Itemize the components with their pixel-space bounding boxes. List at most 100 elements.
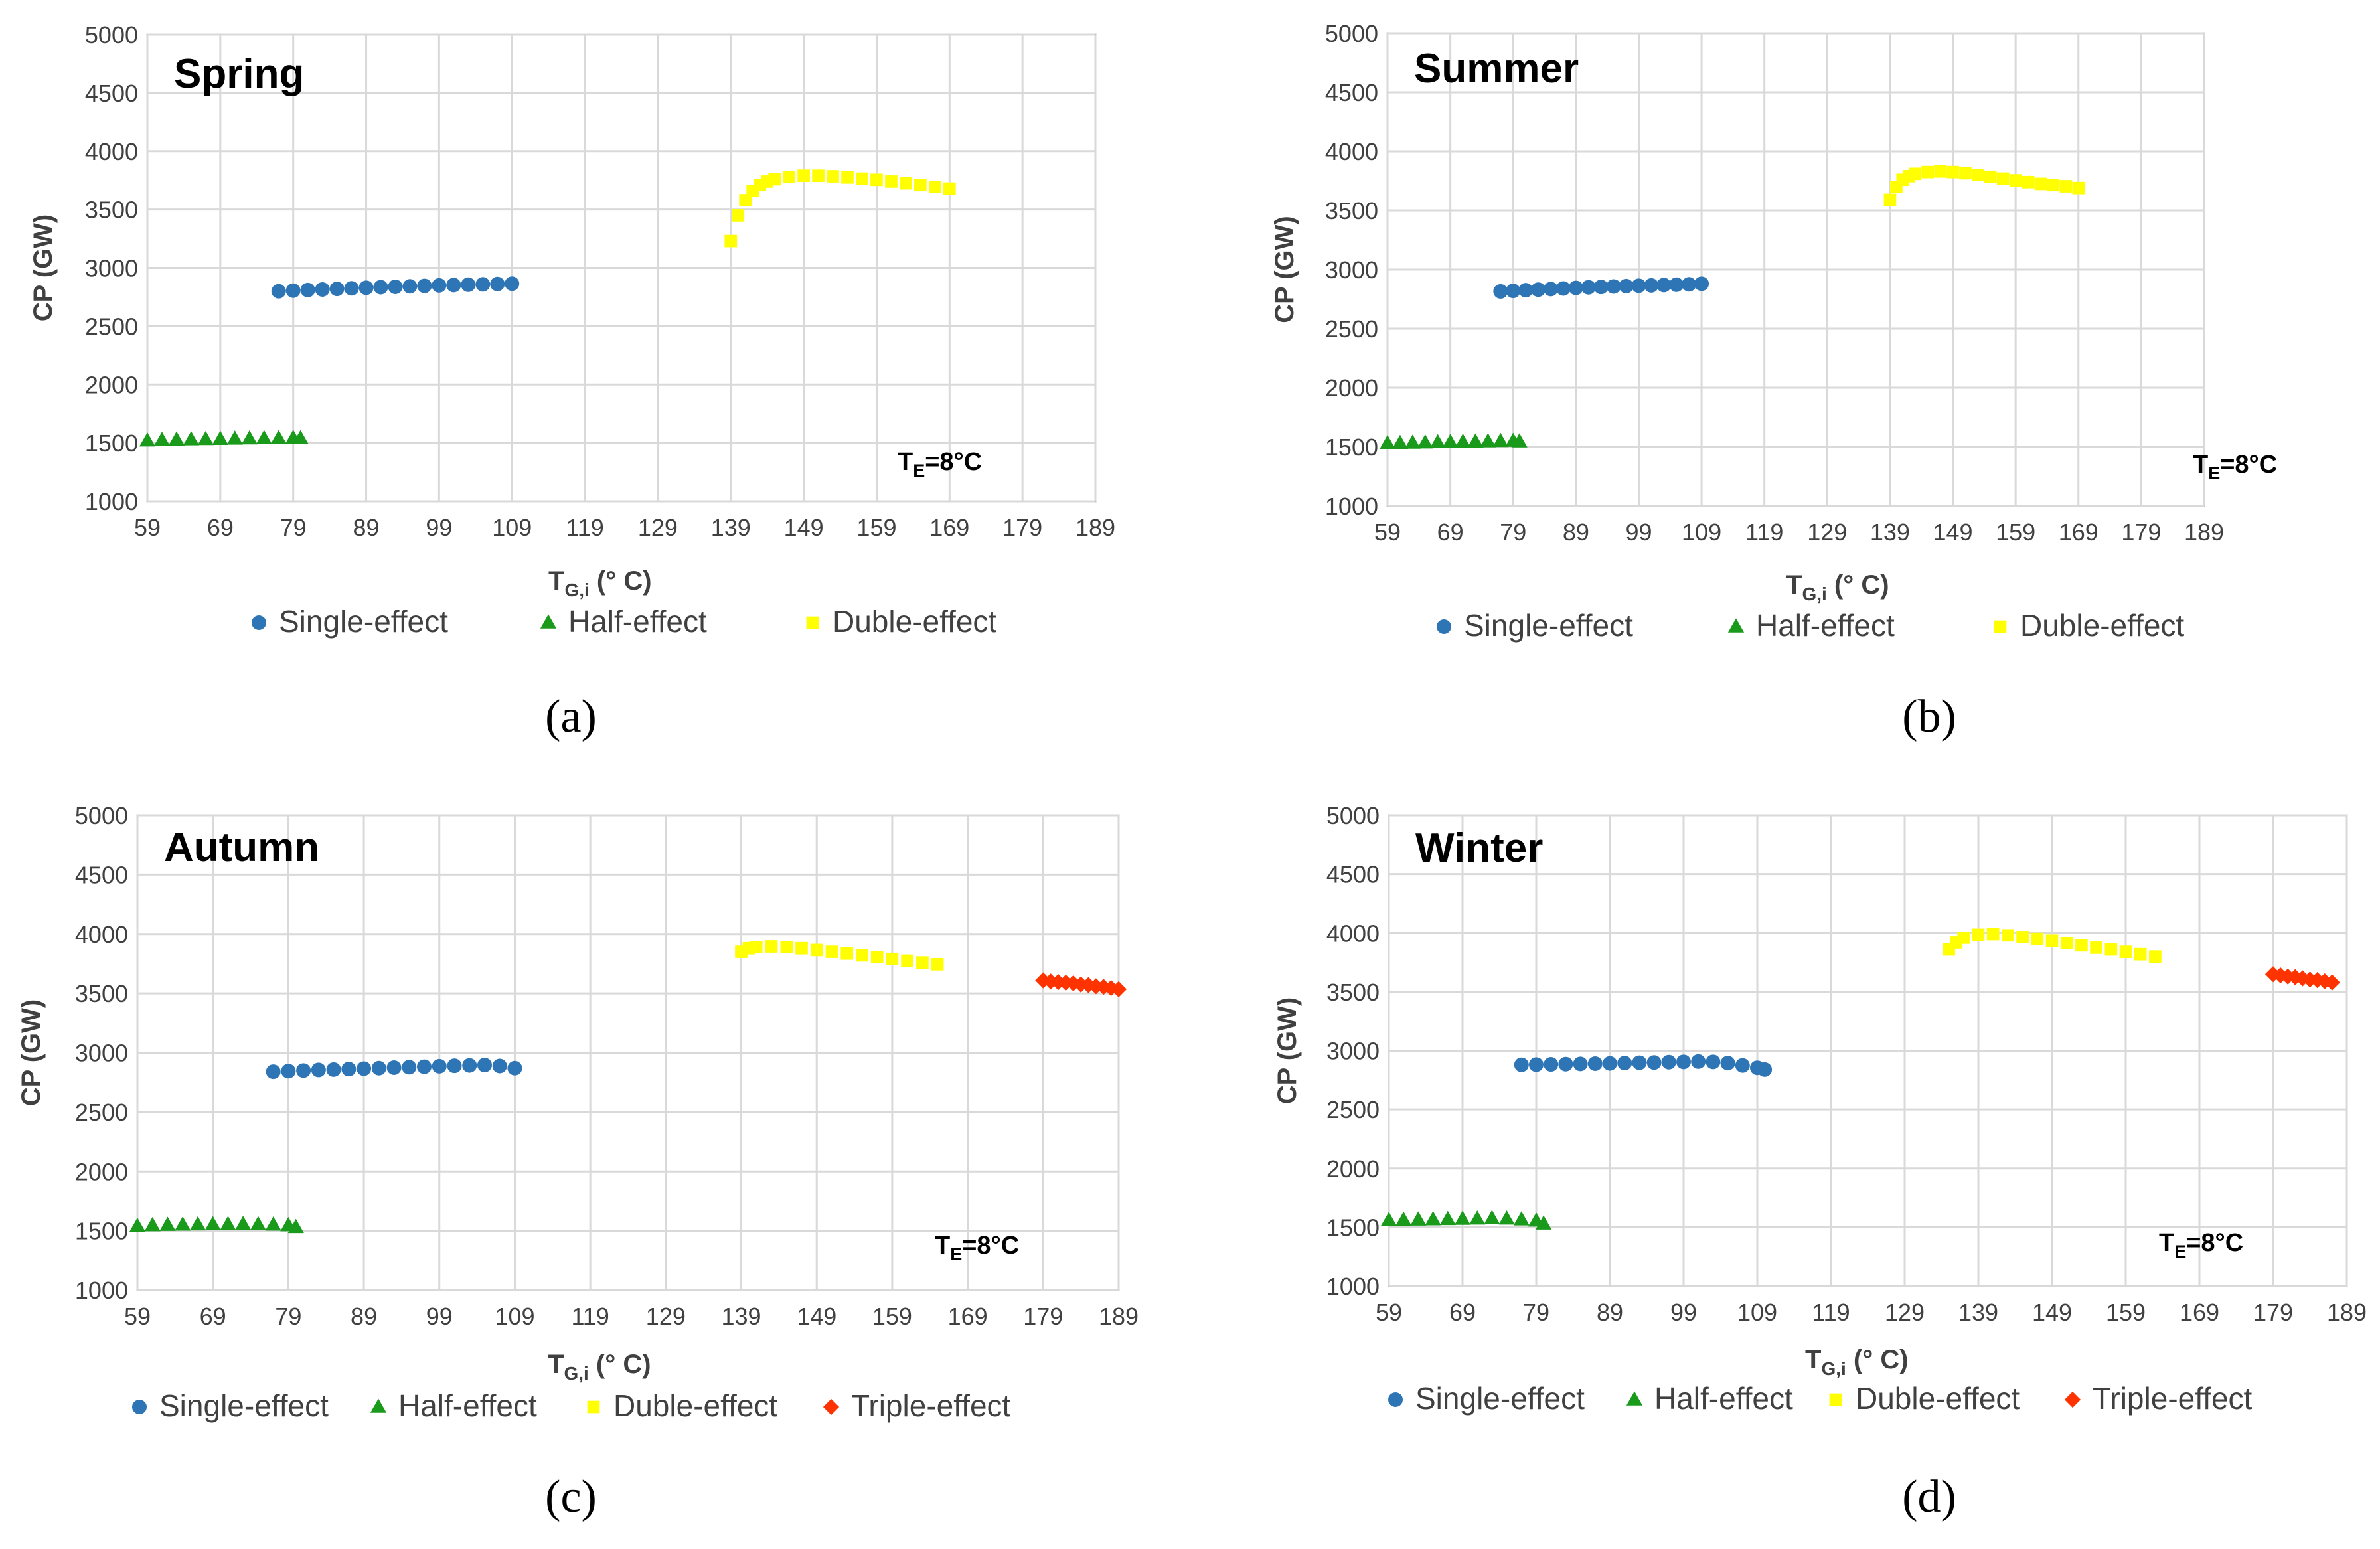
x-tick-label: 169 bbox=[2059, 519, 2099, 546]
half-effect-point bbox=[153, 432, 171, 446]
panel-caption: (b) bbox=[1902, 691, 1956, 742]
chart-title: Winter bbox=[1415, 825, 1543, 871]
x-tick-label: 149 bbox=[784, 514, 824, 541]
single-effect-point bbox=[432, 1058, 447, 1074]
legend-marker bbox=[823, 1398, 840, 1416]
chart-title: Spring bbox=[174, 51, 304, 97]
x-tick-label: 129 bbox=[1807, 519, 1847, 546]
half-effect-point bbox=[1511, 433, 1528, 448]
x-tick-label: 59 bbox=[1374, 519, 1401, 546]
y-tick-label: 3000 bbox=[75, 1040, 128, 1067]
x-tick-label: 119 bbox=[571, 1303, 609, 1330]
single-effect-point bbox=[1694, 276, 1709, 291]
half-effect-point bbox=[1391, 434, 1409, 449]
x-tick-label: 109 bbox=[1737, 1299, 1777, 1326]
single-effect-point bbox=[285, 283, 301, 298]
duble-effect-point bbox=[810, 943, 823, 957]
single-effect-point bbox=[1646, 1055, 1662, 1070]
half-effect-point bbox=[1469, 1210, 1486, 1225]
single-effect-point bbox=[373, 280, 388, 295]
half-effect-point bbox=[292, 430, 309, 444]
legend-label: Duble-effect bbox=[613, 1388, 777, 1423]
single-effect-point bbox=[490, 276, 505, 291]
y-tick-label: 5000 bbox=[1325, 20, 1378, 47]
single-effect-point bbox=[477, 1058, 492, 1073]
single-effect-point bbox=[1656, 278, 1672, 293]
panel-caption: (a) bbox=[545, 691, 597, 742]
y-axis-label: CP (GW) bbox=[1273, 997, 1302, 1104]
single-effect-point bbox=[1544, 1057, 1559, 1072]
triple-effect-point bbox=[1110, 981, 1127, 997]
y-tick-label: 1500 bbox=[1325, 434, 1378, 461]
x-tick-label: 159 bbox=[872, 1303, 912, 1330]
duble-effect-point bbox=[885, 175, 898, 188]
panel-caption: (d) bbox=[1902, 1471, 1956, 1522]
duble-effect-point bbox=[2034, 177, 2047, 191]
single-effect-point bbox=[1581, 280, 1596, 295]
half-effect-series bbox=[1380, 1210, 1552, 1230]
duble-effect-point bbox=[768, 173, 781, 186]
chart-panel-autumn: 1000 1500 2000 2500 3000 3500 4000 4500 5000 59 69… bbox=[0, 780, 1188, 1549]
half-effect-point bbox=[220, 1216, 236, 1230]
duble-effect-point bbox=[797, 169, 810, 183]
y-tick-label: 2000 bbox=[85, 371, 138, 398]
duble-effect-point bbox=[901, 954, 914, 967]
single-effect-point bbox=[1529, 1057, 1544, 1072]
half-effect-point bbox=[183, 431, 200, 446]
duble-effect-point bbox=[840, 947, 854, 960]
half-effect-series bbox=[139, 430, 309, 447]
half-effect-series bbox=[1379, 432, 1528, 449]
legend-marker bbox=[1626, 1391, 1643, 1406]
x-tick-label: 169 bbox=[2180, 1299, 2219, 1326]
duble-effect-point bbox=[825, 945, 838, 958]
duble-effect-point bbox=[2072, 181, 2085, 195]
duble-effect-point bbox=[750, 941, 763, 953]
duble-effect-point bbox=[886, 952, 899, 965]
duble-effect-point bbox=[2045, 934, 2059, 947]
single-effect-point bbox=[475, 277, 491, 292]
y-tick-label: 3500 bbox=[75, 980, 128, 1007]
triple-effect-series bbox=[2264, 966, 2340, 991]
x-tick-label: 79 bbox=[1523, 1299, 1549, 1326]
duble-effect-point bbox=[732, 209, 745, 222]
duble-effect-point bbox=[2104, 943, 2118, 956]
chart-panel-winter: 1000 1500 2000 2500 3000 3500 4000 4500 5000 59 69… bbox=[1195, 780, 2380, 1549]
half-effect-point bbox=[287, 1218, 304, 1234]
single-effect-point bbox=[417, 1059, 432, 1074]
chart-svg: 1000 1500 2000 2500 3000 3500 4000 4500 5000 59 69… bbox=[17, 802, 1139, 1423]
half-effect-point bbox=[197, 430, 214, 446]
chart-title: Summer bbox=[1414, 46, 1579, 92]
triple-effect-point bbox=[2264, 966, 2282, 983]
x-tick-label: 79 bbox=[280, 514, 307, 541]
x-tick-label: 159 bbox=[1996, 519, 2035, 546]
legend-label: Triple-effect bbox=[851, 1388, 1011, 1423]
duble-effect-point bbox=[2090, 941, 2102, 954]
x-tick-label: 169 bbox=[948, 1303, 988, 1330]
single-effect-point bbox=[462, 1058, 477, 1073]
single-effect-point bbox=[447, 1058, 462, 1074]
x-tick-label: 99 bbox=[1670, 1299, 1697, 1326]
half-effect-point bbox=[1429, 434, 1446, 449]
y-tick-label: 3500 bbox=[1325, 197, 1378, 224]
single-effect-point bbox=[1558, 1056, 1573, 1072]
duble-effect-point bbox=[2031, 932, 2044, 945]
y-tick-label: 2500 bbox=[1325, 315, 1378, 343]
single-effect-point bbox=[300, 282, 315, 297]
y-tick-label: 1500 bbox=[75, 1218, 128, 1245]
x-tick-label: 179 bbox=[2253, 1299, 2293, 1326]
half-effect-point bbox=[1442, 434, 1459, 448]
x-tick-label: 109 bbox=[492, 514, 532, 541]
single-effect-series bbox=[266, 1058, 522, 1080]
single-effect-point bbox=[358, 280, 374, 295]
legend-label: Half-effect bbox=[1756, 608, 1895, 643]
x-tick-label: 119 bbox=[566, 514, 603, 541]
duble-effect-point bbox=[2002, 929, 2014, 942]
y-tick-label: 4000 bbox=[85, 138, 138, 165]
half-effect-point bbox=[1536, 1215, 1552, 1230]
x-tick-label: 169 bbox=[929, 514, 969, 541]
half-effect-point bbox=[265, 1216, 281, 1231]
single-effect-point bbox=[1661, 1054, 1676, 1070]
single-effect-point bbox=[446, 278, 461, 293]
single-effect-point bbox=[1593, 280, 1609, 295]
x-tick-label: 59 bbox=[134, 514, 161, 541]
